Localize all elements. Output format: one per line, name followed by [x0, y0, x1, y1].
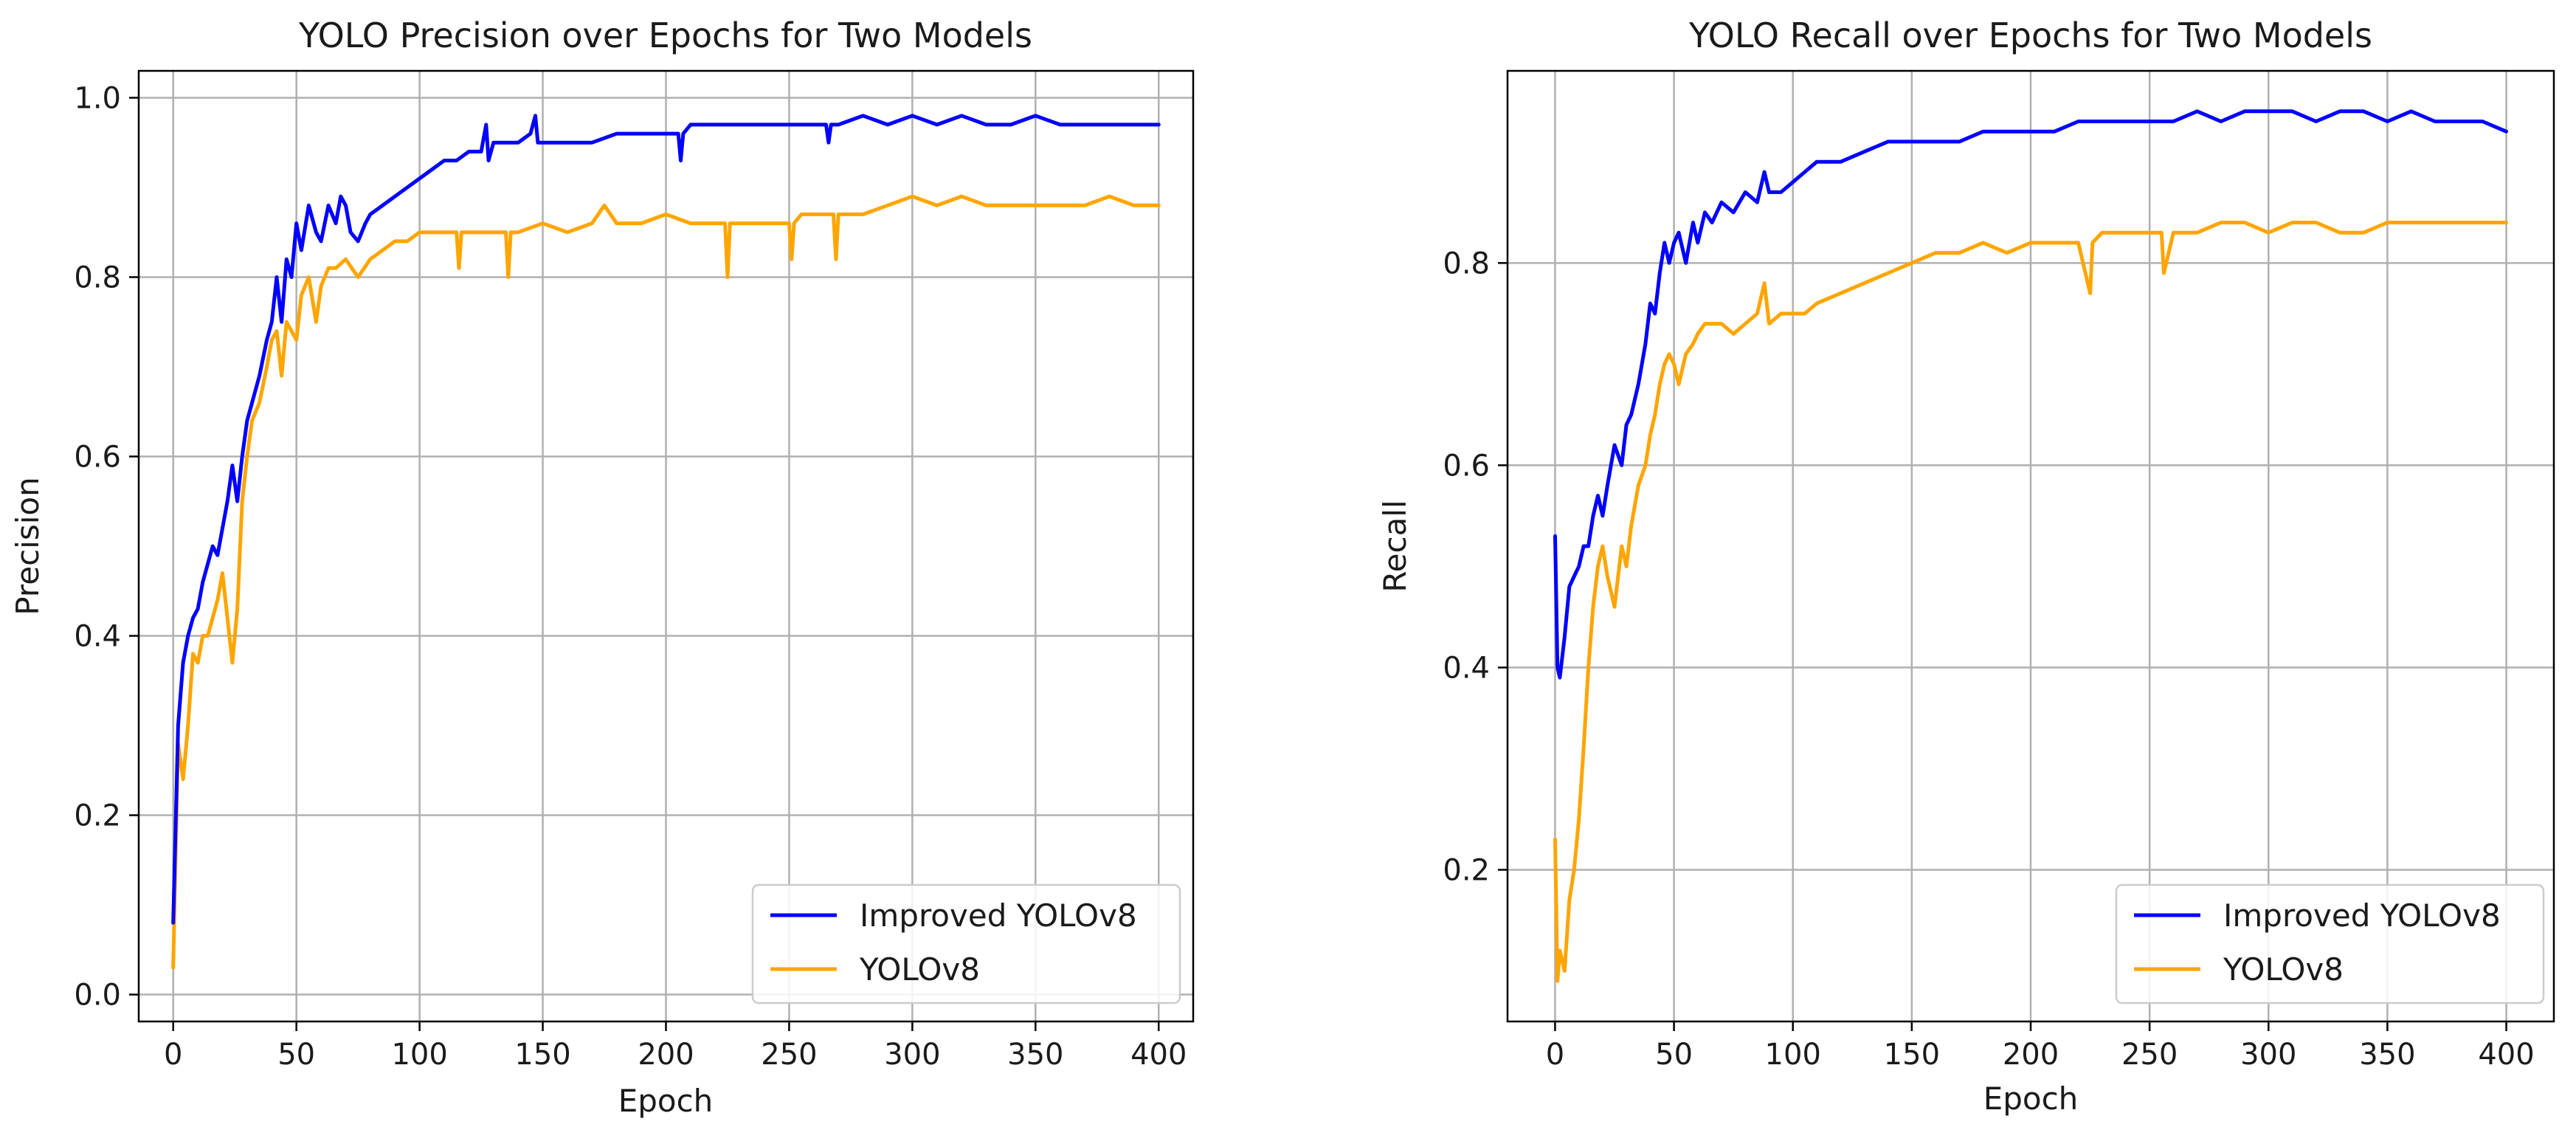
y-tick-label: 0.8	[1443, 247, 1490, 280]
legend-label-yolov8: YOLOv8	[2223, 951, 2344, 988]
x-tick-label: 100	[1765, 1038, 1821, 1072]
x-axis-label: Epoch	[618, 1083, 714, 1119]
y-tick-label: 0.4	[74, 620, 121, 654]
series-line-improved-yolov8	[1553, 109, 2508, 680]
x-tick-label: 300	[884, 1038, 940, 1072]
y-axis-ticks: 0.2 0.4 0.6 0.8	[1443, 247, 1508, 887]
x-tick-label: 400	[2478, 1038, 2534, 1072]
y-axis-label: Recall	[1377, 500, 1413, 592]
y-tick-label: 0.2	[1443, 853, 1490, 887]
legend: Improved YOLOv8 YOLOv8	[2115, 883, 2545, 1005]
series-line-improved-yolov8	[171, 114, 1161, 925]
legend-label-improved: Improved YOLOv8	[860, 897, 1137, 934]
x-tick-label: 200	[638, 1038, 694, 1072]
legend-label-yolov8: YOLOv8	[859, 951, 980, 988]
x-tick-label: 100	[391, 1038, 447, 1072]
x-tick-label: 0	[164, 1038, 182, 1072]
y-tick-label: 1.0	[74, 81, 121, 115]
legend-box	[2115, 883, 2545, 1005]
y-tick-label: 0.0	[74, 979, 121, 1013]
series-line-yolov8	[171, 194, 1161, 970]
legend-box	[751, 883, 1181, 1005]
x-tick-label: 250	[2121, 1038, 2178, 1072]
x-tick-label: 350	[1007, 1038, 1063, 1072]
y-axis-ticks: 0.0 0.2 0.4 0.6 0.8 1.0	[74, 81, 139, 1013]
legend: Improved YOLOv8 YOLOv8	[751, 883, 1181, 1005]
grid-lines	[1508, 71, 2554, 1021]
y-tick-label: 0.6	[74, 440, 121, 474]
x-tick-label: 0	[1546, 1038, 1564, 1072]
chart-title: YOLO Recall over Epochs for Two Models	[1688, 15, 2372, 55]
x-tick-label: 200	[2003, 1038, 2059, 1072]
y-tick-label: 0.2	[74, 799, 121, 833]
series-lines	[1553, 109, 2508, 983]
y-tick-label: 0.8	[74, 261, 121, 294]
y-tick-label: 0.6	[1443, 449, 1490, 483]
precision-chart: YOLO Precision over Epochs for Two Model…	[10, 15, 1195, 1119]
x-tick-label: 250	[761, 1038, 817, 1072]
x-tick-label: 50	[1655, 1038, 1693, 1072]
y-tick-label: 0.4	[1443, 651, 1490, 685]
x-tick-label: 50	[277, 1038, 315, 1072]
x-tick-label: 150	[514, 1038, 570, 1072]
chart-title: YOLO Precision over Epochs for Two Model…	[298, 15, 1032, 55]
legend-label-improved: Improved YOLOv8	[2223, 897, 2501, 934]
series-lines	[171, 114, 1161, 970]
x-tick-label: 300	[2240, 1038, 2296, 1072]
x-tick-label: 400	[1130, 1038, 1187, 1072]
x-axis-ticks: 0 50 100 150 200 250 300 350 400	[164, 1021, 1187, 1072]
y-axis-label: Precision	[10, 477, 46, 615]
x-tick-label: 350	[2359, 1038, 2415, 1072]
x-tick-label: 150	[1884, 1038, 1940, 1072]
series-line-yolov8	[1553, 221, 2508, 983]
x-axis-label: Epoch	[1983, 1081, 2079, 1117]
recall-chart: YOLO Recall over Epochs for Two Models 0…	[1377, 15, 2555, 1117]
x-axis-ticks: 0 50 100 150 200 250 300 350 400	[1546, 1021, 2535, 1072]
